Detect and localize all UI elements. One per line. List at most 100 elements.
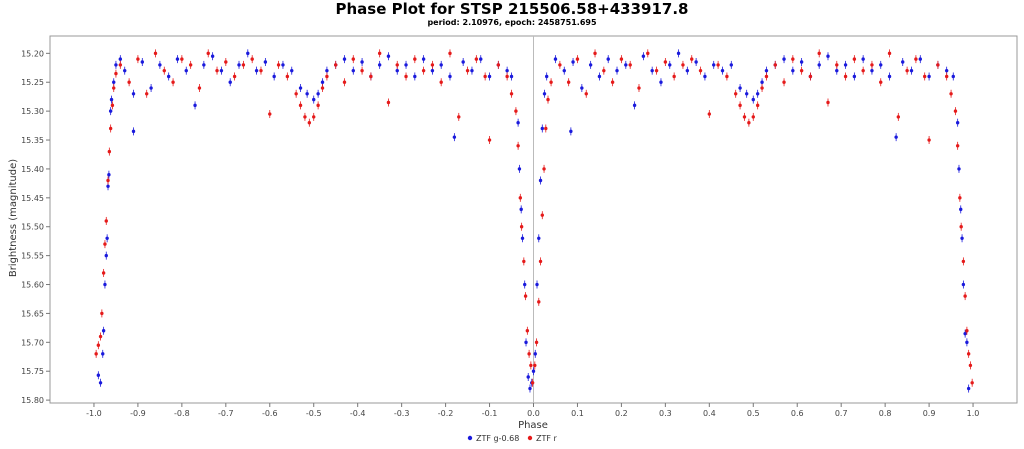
data-point	[153, 51, 158, 56]
data-point	[104, 219, 108, 223]
data-point	[254, 68, 259, 73]
legend-marker	[467, 435, 473, 441]
x-tick-label: -0.5	[306, 409, 322, 418]
data-point	[131, 92, 136, 96]
y-axis-label: Brightness (magnitude)	[8, 159, 19, 277]
data-point	[479, 57, 483, 61]
x-tick-label: -1.0	[86, 409, 102, 418]
data-point	[663, 60, 668, 64]
data-point	[725, 74, 729, 79]
data-point	[516, 120, 520, 125]
data-point	[791, 57, 795, 61]
data-point	[452, 135, 457, 139]
x-tick-label: 0.9	[923, 409, 936, 418]
data-point	[542, 92, 547, 96]
data-point	[843, 63, 848, 67]
data-point	[386, 54, 391, 58]
data-point	[520, 236, 525, 240]
data-point	[351, 68, 355, 73]
data-point	[127, 80, 131, 84]
data-point	[901, 60, 905, 64]
data-point	[764, 68, 769, 73]
data-point	[307, 120, 312, 125]
data-point	[817, 63, 821, 67]
data-point	[386, 100, 391, 105]
x-tick-label: -0.2	[438, 409, 454, 418]
data-point	[909, 68, 914, 73]
data-point	[118, 57, 123, 61]
data-point	[377, 51, 382, 56]
data-point	[246, 51, 250, 56]
x-tick-label: -0.6	[262, 409, 278, 418]
data-point	[360, 68, 364, 73]
data-point	[716, 63, 720, 67]
data-point	[861, 68, 865, 73]
data-point	[965, 329, 969, 333]
x-tick-label: 0.8	[879, 409, 892, 418]
data-point	[505, 74, 509, 79]
legend-label: ZTF g-0.68	[476, 434, 519, 443]
data-point	[101, 352, 105, 356]
data-point	[602, 68, 606, 73]
data-point	[852, 74, 857, 79]
data-point	[870, 68, 874, 73]
data-point	[395, 68, 399, 73]
data-point	[276, 63, 281, 67]
y-tick-label: 15.45	[21, 194, 44, 203]
data-point	[334, 63, 338, 67]
data-point	[180, 57, 184, 61]
data-point	[944, 74, 949, 79]
data-point	[421, 68, 426, 73]
data-point	[525, 329, 530, 333]
data-point	[668, 63, 672, 67]
x-tick-label: -0.1	[482, 409, 498, 418]
data-point	[210, 54, 215, 58]
data-point	[905, 68, 909, 73]
data-point	[597, 74, 602, 79]
x-tick-label: 0.4	[703, 409, 716, 418]
data-point	[259, 68, 263, 73]
data-point	[747, 120, 751, 125]
data-point	[98, 334, 103, 339]
data-point	[894, 135, 898, 139]
data-point	[698, 68, 703, 73]
data-point	[799, 60, 804, 64]
series-ztf-r	[94, 49, 974, 387]
data-point	[320, 80, 325, 84]
data-point	[966, 386, 971, 391]
data-point	[641, 54, 646, 58]
data-point	[527, 352, 531, 356]
data-point	[870, 63, 874, 67]
data-point	[166, 74, 171, 79]
data-point	[835, 63, 839, 67]
data-point	[294, 92, 298, 96]
data-point	[610, 80, 615, 84]
data-point	[628, 63, 632, 67]
data-point	[694, 60, 698, 64]
data-point	[546, 97, 550, 102]
y-tick-label: 15.40	[21, 165, 44, 174]
data-point	[123, 68, 127, 73]
data-point	[107, 173, 111, 177]
data-point	[569, 129, 573, 134]
data-point	[944, 68, 949, 73]
data-point	[439, 63, 443, 67]
data-point	[96, 343, 101, 347]
data-point	[342, 80, 347, 84]
data-point	[118, 63, 123, 67]
data-point	[430, 68, 435, 73]
data-point	[316, 103, 320, 108]
data-point	[970, 381, 974, 385]
data-point	[523, 294, 528, 298]
data-point	[325, 68, 329, 73]
data-point	[103, 282, 107, 287]
data-point	[843, 74, 848, 79]
data-point	[632, 103, 637, 108]
x-tick-label: 0.7	[835, 409, 848, 418]
data-point	[106, 184, 110, 188]
data-point	[106, 178, 110, 183]
data-point	[290, 68, 294, 73]
data-point	[369, 74, 373, 79]
data-point	[487, 138, 492, 142]
data-point	[312, 115, 316, 119]
